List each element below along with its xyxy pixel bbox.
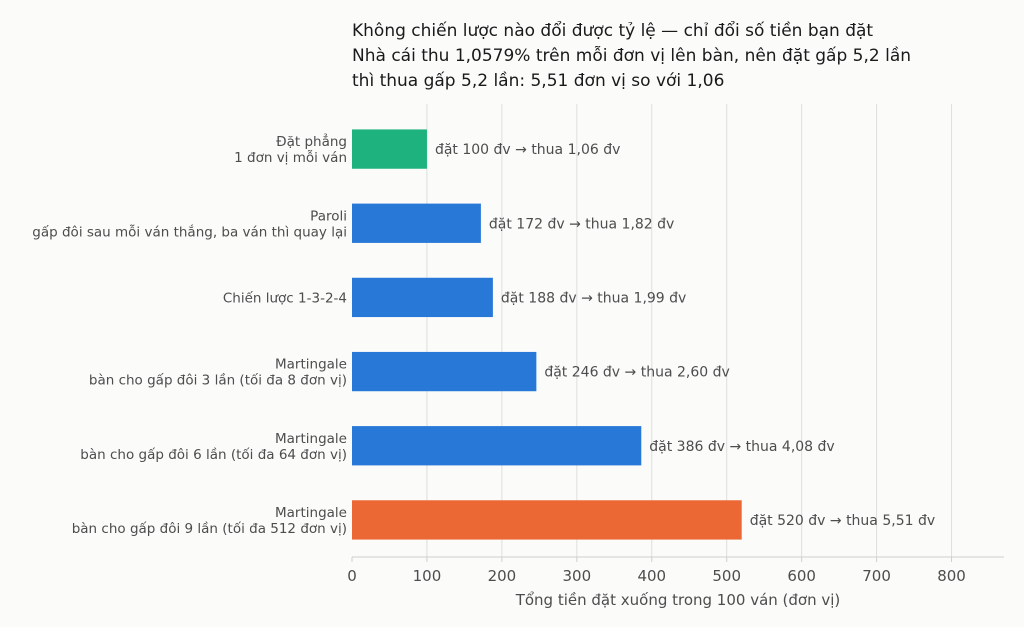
bar xyxy=(352,500,742,540)
category-label-line: gấp đôi sau mỗi ván thắng, ba ván thì qu… xyxy=(32,223,347,240)
category-label-line: Đặt phẳng xyxy=(276,133,347,150)
category-label-line: bàn cho gấp đôi 3 lần (tối đa 8 đơn vị) xyxy=(89,372,347,389)
x-tick-label: 500 xyxy=(712,567,741,585)
title-line: thì thua gấp 5,2 lần: 5,51 đơn vị so với… xyxy=(352,70,724,91)
x-axis-title: Tổng tiền đặt xuống trong 100 ván (đơn v… xyxy=(515,591,841,609)
x-tick-label: 800 xyxy=(937,567,966,585)
x-tick-label: 100 xyxy=(413,567,442,585)
title-line: Nhà cái thu 1,0579% trên mỗi đơn vị lên … xyxy=(352,45,911,66)
bar xyxy=(352,426,642,466)
bar xyxy=(352,129,427,169)
data-label: đặt 172 đv → thua 1,82 đv xyxy=(489,216,674,232)
x-tick-label: 0 xyxy=(347,567,357,585)
bars xyxy=(352,129,742,540)
x-tick-label: 600 xyxy=(787,567,816,585)
category-label: Martingale bàn cho gấp đôi 6 lần (tối đa … xyxy=(80,431,347,463)
category-label-line: 1 đơn vị mỗi ván xyxy=(234,149,347,166)
category-label-line: bàn cho gấp đôi 6 lần (tối đa 64 đơn vị) xyxy=(80,446,347,463)
category-label-line: Martingale xyxy=(275,431,347,447)
data-label: đặt 246 đv → thua 2,60 đv xyxy=(544,365,729,381)
category-label: Martingale bàn cho gấp đôi 3 lần (tối đa … xyxy=(89,357,347,389)
category-labels: Đặt phẳng 1 đơn vị mỗi ván Paroli gấp đôi s… xyxy=(32,133,347,537)
category-label-line: Paroli xyxy=(310,208,347,224)
data-label: đặt 188 đv → thua 1,99 đv xyxy=(501,290,686,306)
category-label: Paroli gấp đôi sau mỗi ván thắng, ba ván … xyxy=(32,208,347,240)
data-labels: đặt 100 đv → thua 1,06 đv đặt 172 đv → th… xyxy=(435,142,935,529)
bar xyxy=(352,351,537,392)
category-label-line: Martingale xyxy=(275,357,347,373)
category-label: Đặt phẳng 1 đơn vị mỗi ván xyxy=(234,133,347,166)
category-label-line: Martingale xyxy=(275,505,347,521)
x-tick-label: 400 xyxy=(637,567,666,585)
data-label: đặt 520 đv → thua 5,51 đv xyxy=(750,513,935,529)
x-tick-label: 700 xyxy=(862,567,891,585)
category-label: Chiến lược 1-3-2-4 xyxy=(223,289,347,306)
chart-title: Không chiến lược nào đổi được tỷ lệ — ch… xyxy=(352,20,911,91)
x-tick-label: 300 xyxy=(563,567,592,585)
category-label: Martingale bàn cho gấp đôi 9 lần (tối đa … xyxy=(72,505,347,537)
category-label-line: bàn cho gấp đôi 9 lần (tối đa 512 đơn vị… xyxy=(72,520,347,537)
data-label: đặt 386 đv → thua 4,08 đv xyxy=(649,439,834,455)
x-tick-label: 200 xyxy=(488,567,517,585)
bar xyxy=(352,203,481,243)
title-line: Không chiến lược nào đổi được tỷ lệ — ch… xyxy=(352,20,873,41)
x-axis: 0 100 200 300 400 500 600 700 800 xyxy=(347,556,1004,585)
category-label-line: Chiến lược 1-3-2-4 xyxy=(223,289,347,306)
bar xyxy=(352,277,493,318)
grid-lines xyxy=(426,104,953,557)
data-label: đặt 100 đv → thua 1,06 đv xyxy=(435,142,620,158)
